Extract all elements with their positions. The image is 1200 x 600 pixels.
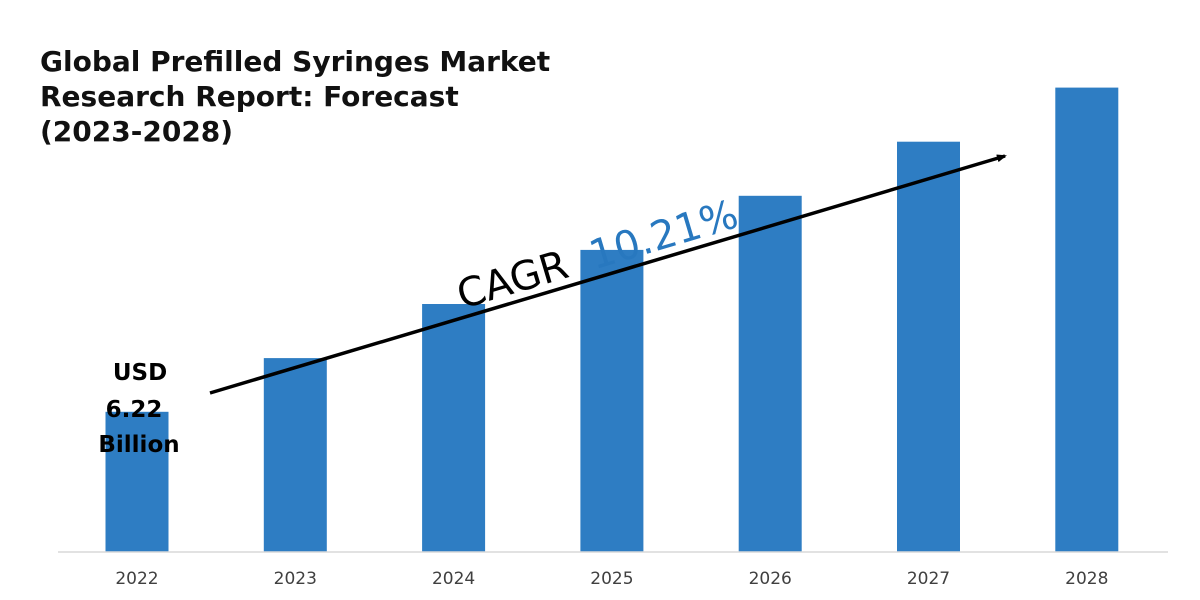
x-tick-label-2028: 2028	[1065, 569, 1108, 589]
chart-title-line-1: Global Prefilled Syringes Market	[40, 45, 551, 78]
bar-2026	[738, 195, 802, 553]
chart-title-line-3: (2023-2028)	[40, 115, 234, 148]
x-tick-label-2027: 2027	[907, 569, 950, 589]
chart-title-line-2: Research Report: Forecast	[40, 80, 459, 113]
value-annotation: USD 6.22 Billion	[98, 360, 179, 458]
cagr-label: CAGR	[452, 242, 574, 318]
cagr-arrow	[209, 154, 1007, 395]
x-tick-label-2025: 2025	[590, 569, 633, 589]
annotation-line-1: USD	[113, 360, 167, 386]
bar-2022	[105, 411, 169, 552]
bar-2025	[580, 249, 644, 552]
bar-2024	[422, 304, 486, 552]
bars-layer	[105, 87, 1119, 553]
annotation-line-3: Billion	[98, 432, 179, 458]
x-tick-label-2023: 2023	[274, 569, 317, 589]
bar-2027	[897, 141, 960, 552]
annotation-line-2: 6.22	[106, 397, 163, 423]
bar-2028	[1055, 87, 1119, 552]
bar-2023	[263, 358, 327, 552]
x-tick-label-2026: 2026	[749, 569, 792, 589]
cagr-value: 10.21%	[584, 191, 743, 279]
x-tick-labels: 2022 2023 2024 2025 2026 2027 2028	[115, 569, 1108, 589]
x-tick-label-2024: 2024	[432, 569, 475, 589]
x-tick-label-2022: 2022	[115, 569, 158, 589]
chart-title: Global Prefilled Syringes Market Researc…	[40, 44, 600, 149]
